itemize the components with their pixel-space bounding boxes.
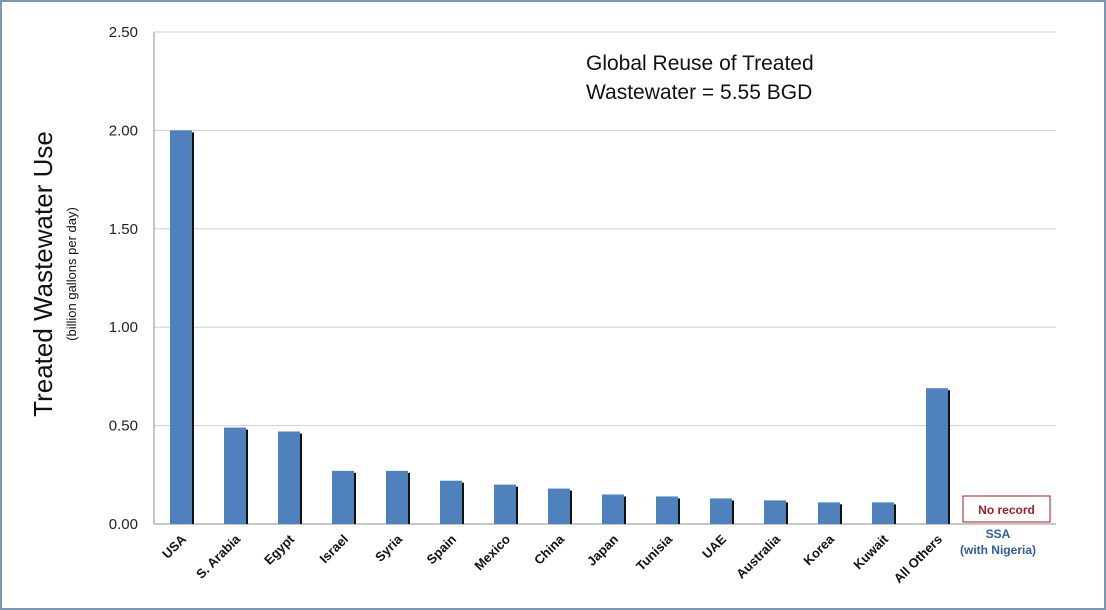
x-tick-label: Kuwait [850, 531, 891, 572]
y-tick-label: 2.50 [109, 24, 138, 41]
y-tick-label: 0.00 [109, 516, 138, 533]
ssa-label-line-2: (with Nigeria) [960, 543, 1036, 557]
bar-kuwait [872, 502, 894, 524]
bar-shadow [785, 502, 788, 524]
grid-layer [154, 31, 1056, 427]
bar-syria [386, 470, 408, 524]
y-axis-title: Treated Wastewater Use [28, 131, 58, 417]
bar-korea [818, 502, 840, 524]
ssa-category-label: SSA (with Nigeria) [960, 527, 1036, 557]
bar-shadow [191, 132, 194, 524]
bar-egypt [278, 431, 300, 524]
x-tick-label: All Others [891, 532, 946, 587]
category-label-layer: USA S. Arabia Egypt Israel Syria Spain Mexico C… [159, 531, 945, 586]
bar-uae [710, 498, 732, 524]
bar-shadow [839, 504, 842, 524]
x-tick-label: Syria [372, 531, 406, 565]
axis-layer: 0.00 0.50 1.00 1.50 2.00 2.50 [109, 24, 1056, 533]
y-tick-label: 1.50 [109, 221, 138, 238]
x-tick-label: Spain [423, 531, 459, 567]
bar-spain [440, 480, 462, 524]
y-tick-label: 2.00 [109, 122, 138, 139]
bar-australia [764, 500, 786, 524]
x-tick-label: UAE [699, 531, 729, 561]
y-tick-label: 0.50 [109, 418, 138, 435]
chart-title: Global Reuse of Treated Wastewater = 5.5… [586, 52, 814, 104]
x-tick-label: Japan [584, 531, 621, 568]
bar-shadow [353, 472, 356, 524]
bar-shadow [893, 504, 896, 524]
x-tick-label: Australia [733, 531, 783, 581]
x-tick-label: Tunisia [633, 531, 676, 574]
x-tick-label: China [531, 531, 568, 568]
bar-mexico [494, 484, 516, 524]
bar-layer [170, 130, 950, 524]
bar-shadow [731, 500, 734, 524]
no-record-badge: No record [962, 495, 1051, 523]
no-record-box [962, 495, 1051, 523]
bar-tunisia [656, 496, 678, 524]
bar-all-others [926, 388, 948, 524]
x-tick-label: Korea [800, 531, 837, 568]
chart-title-line-1: Global Reuse of Treated [586, 52, 814, 75]
x-tick-label: Egypt [261, 531, 298, 568]
bar-shadow [299, 433, 302, 524]
y-axis-subtitle: (billion gallons per day) [64, 207, 79, 341]
bar-shadow [677, 498, 680, 524]
bar-japan [602, 494, 624, 524]
x-tick-label: USA [159, 531, 189, 561]
bar-shadow [407, 472, 410, 524]
bar-s-arabia [224, 427, 246, 524]
bar-israel [332, 470, 354, 524]
bar-shadow [947, 390, 950, 524]
x-tick-label: Mexico [471, 531, 513, 573]
ssa-label-line-1: SSA [986, 527, 1011, 541]
y-tick-label: 1.00 [109, 319, 138, 336]
bar-shadow [569, 490, 572, 524]
no-record-label: No record [978, 503, 1035, 517]
bar-shadow [515, 486, 518, 524]
chart-title-line-2: Wastewater = 5.55 BGD [586, 81, 812, 104]
x-tick-label: S. Arabia [193, 531, 244, 582]
bar-china [548, 488, 570, 524]
x-tick-label: Israel [316, 532, 351, 567]
bar-shadow [461, 482, 464, 524]
bar-usa [170, 130, 192, 524]
bar-shadow [623, 496, 626, 524]
bar-shadow [245, 429, 248, 524]
